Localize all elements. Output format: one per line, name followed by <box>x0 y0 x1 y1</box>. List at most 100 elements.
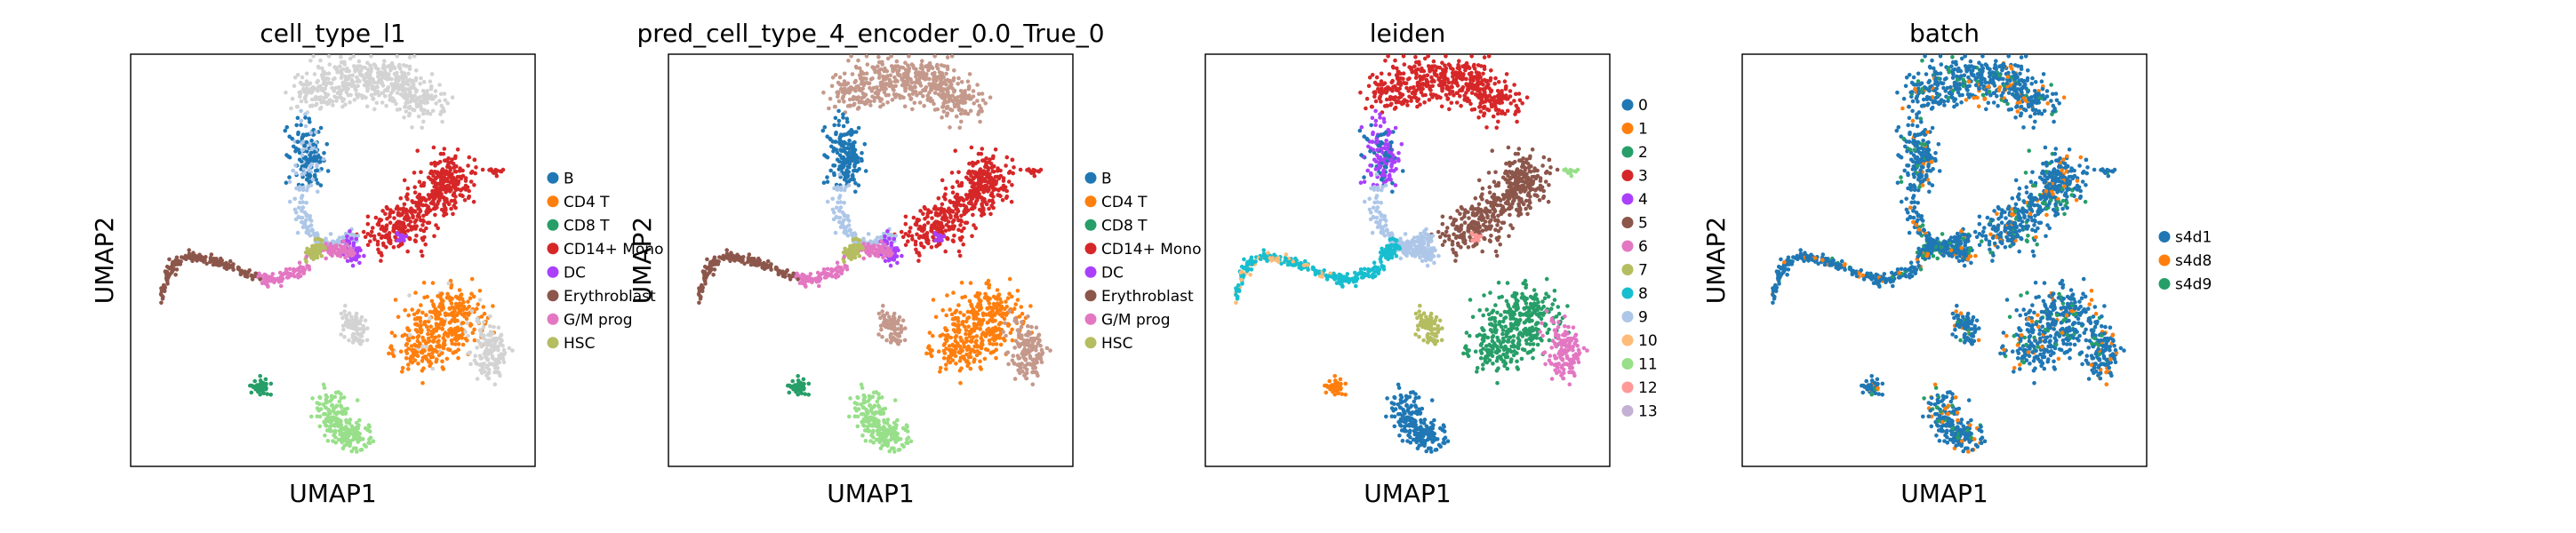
cell-point <box>433 206 437 211</box>
cell-point <box>468 362 473 367</box>
cell-point <box>477 362 483 368</box>
cell-point <box>313 247 317 252</box>
cell-point <box>705 257 709 262</box>
cell-point <box>221 261 227 266</box>
cell-point <box>1019 336 1023 341</box>
cell-point <box>365 214 371 219</box>
cell-point <box>354 434 358 439</box>
cell-point <box>398 235 404 239</box>
cell-point <box>956 82 960 86</box>
cell-point <box>913 239 918 244</box>
cell-point <box>340 409 344 414</box>
cell-point <box>386 64 390 68</box>
cell-point <box>1024 376 1029 381</box>
cell-point <box>950 190 956 195</box>
cell-point <box>934 78 939 83</box>
cell-point <box>885 229 890 234</box>
cell-point <box>892 236 897 242</box>
cell-point <box>341 247 347 251</box>
cell-point <box>983 200 988 204</box>
cell-point <box>491 331 495 336</box>
cell-point <box>472 157 477 163</box>
cell-point <box>831 163 836 168</box>
cell-point <box>474 165 478 170</box>
cell-point <box>1010 157 1015 163</box>
cell-point <box>986 330 991 335</box>
cell-point <box>876 64 880 68</box>
cell-point <box>390 347 395 353</box>
cell-point <box>507 346 512 351</box>
cell-point <box>475 318 479 323</box>
cell-point <box>453 200 458 205</box>
cell-point <box>988 184 993 189</box>
cell-point <box>409 206 413 211</box>
cell-point <box>402 229 407 235</box>
cell-point <box>847 414 852 419</box>
cell-point <box>437 198 442 203</box>
cell-point <box>1025 362 1030 367</box>
cell-point <box>394 101 398 107</box>
cell-point <box>936 349 941 354</box>
cell-point <box>960 322 964 327</box>
cell-point <box>432 234 436 239</box>
cell-point <box>424 313 428 318</box>
cell-point <box>475 346 479 350</box>
cell-point <box>365 86 370 91</box>
cell-point <box>216 259 221 264</box>
cell-point <box>369 68 373 74</box>
cell-point <box>903 60 908 65</box>
cell-point <box>319 253 324 259</box>
cell-point <box>1011 354 1016 358</box>
cell-point <box>855 159 860 164</box>
cell-point <box>242 271 247 275</box>
cell-point <box>412 358 418 362</box>
legend-marker <box>547 313 559 325</box>
cell-point <box>267 277 272 282</box>
cell-point <box>469 276 475 282</box>
cell-point <box>457 288 462 292</box>
cell-point <box>289 106 293 111</box>
cell-point <box>397 238 403 243</box>
cell-point <box>440 359 444 364</box>
cell-point <box>853 248 859 253</box>
cell-point <box>351 446 356 451</box>
cell-point <box>453 294 459 299</box>
cell-point <box>928 347 932 353</box>
cell-point <box>923 206 927 211</box>
cell-point <box>887 84 892 89</box>
cell-point <box>337 399 342 404</box>
cell-point <box>393 298 398 302</box>
cell-point <box>895 418 900 423</box>
cell-point <box>385 233 390 237</box>
cell-point <box>460 336 464 340</box>
cell-point <box>403 235 407 239</box>
cell-point <box>969 327 974 332</box>
cell-point <box>456 342 461 346</box>
cell-point <box>444 356 450 362</box>
cell-point <box>357 432 363 436</box>
cell-point <box>924 351 929 356</box>
cell-point <box>365 221 371 227</box>
cell-point <box>442 147 447 151</box>
cell-point <box>383 211 388 216</box>
cell-point <box>365 232 371 236</box>
cell-point <box>309 414 314 419</box>
cell-point <box>848 178 853 182</box>
cell-point <box>398 212 403 217</box>
cell-point <box>492 347 497 353</box>
cell-point <box>362 253 366 259</box>
cell-point <box>835 260 840 266</box>
cell-point <box>323 434 327 438</box>
cell-point <box>843 263 847 268</box>
cell-point <box>436 339 440 345</box>
cell-point <box>347 239 351 244</box>
cell-point <box>500 343 505 348</box>
cell-point <box>330 253 335 259</box>
cell-point <box>304 71 309 76</box>
cell-point <box>301 83 306 87</box>
cell-point <box>373 215 379 220</box>
cell-point <box>257 386 262 391</box>
cell-point <box>853 189 858 195</box>
cell-point <box>927 61 932 67</box>
